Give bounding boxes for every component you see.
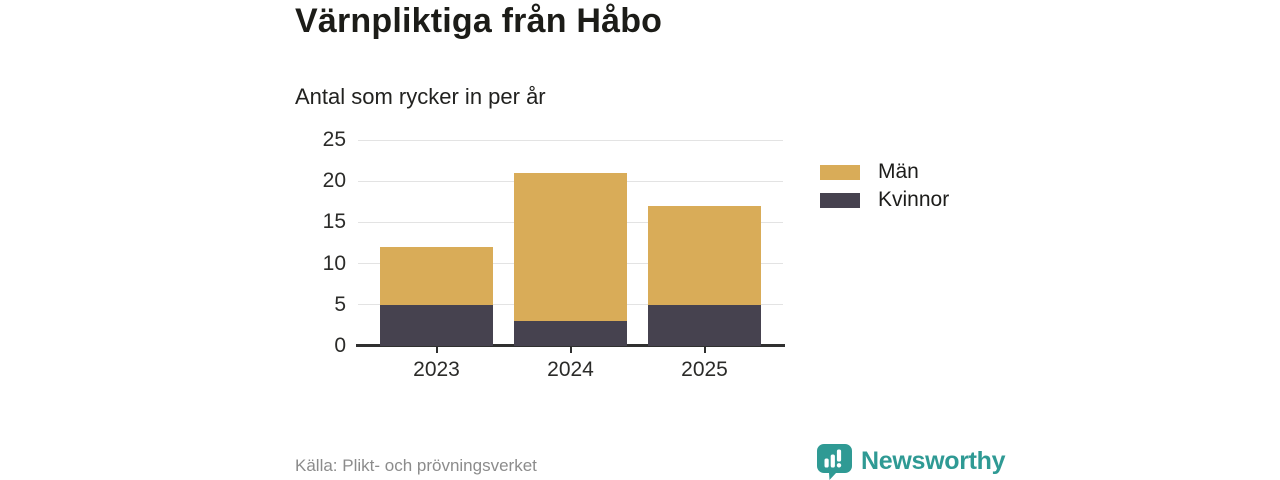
legend-item: Kvinnor [820, 188, 949, 212]
bar-segment-män-2025 [648, 205, 761, 305]
x-tick-label: 2023 [413, 358, 460, 381]
bar-segment-män-2023 [380, 247, 493, 305]
y-tick-label: 0 [334, 334, 346, 357]
x-tick-mark [569, 346, 572, 353]
bar-segment-kvinnor-2023 [380, 304, 493, 346]
speech-bubble-bar-chart-icon [817, 444, 852, 480]
bar-segment-män-2024 [514, 172, 627, 322]
bar-segment-kvinnor-2024 [514, 321, 627, 346]
source-note: Källa: Plikt- och prövningsverket [295, 456, 537, 475]
y-tick-label: 15 [322, 210, 346, 234]
legend-item: Män [820, 160, 949, 184]
y-tick-label: 5 [334, 292, 346, 316]
newsworthy-logo: Newsworthy [816, 443, 1006, 480]
x-tick-mark [703, 346, 706, 353]
legend-swatch [820, 192, 860, 208]
legend-label: Män [878, 160, 919, 183]
chart-subtitle: Antal som rycker in per år [295, 84, 546, 109]
legend: Män Kvinnor [820, 160, 949, 216]
x-tick-mark [435, 346, 438, 353]
chart-title: Värnpliktiga från Håbo [295, 2, 663, 40]
y-tick-label: 25 [322, 128, 346, 151]
y-tick-label: 20 [322, 169, 346, 193]
x-tick-label: 2025 [681, 358, 728, 381]
x-tick-label: 2024 [547, 358, 594, 381]
bar-segment-kvinnor-2025 [648, 304, 761, 346]
newsworthy-wordmark: Newsworthy [861, 447, 1006, 475]
stacked-bar-chart: 0 5 10 15 20 25 2023 2024 2025 [323, 128, 785, 381]
gridline [358, 139, 783, 141]
y-tick-label: 10 [322, 251, 346, 275]
legend-label: Kvinnor [878, 188, 950, 211]
legend-swatch [820, 164, 860, 180]
